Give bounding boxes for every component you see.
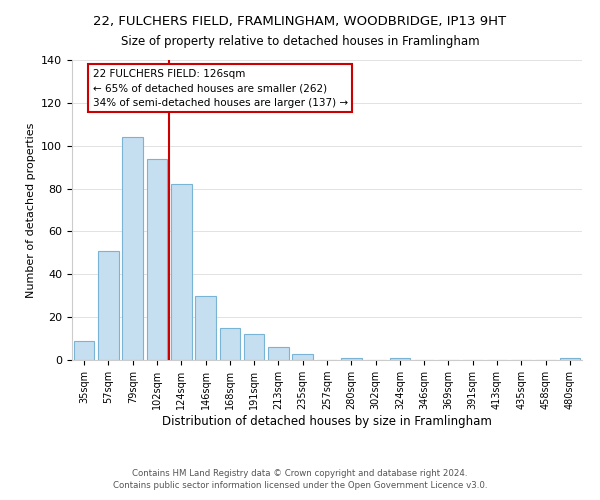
- Bar: [98, 250, 119, 360]
- Text: 22 FULCHERS FIELD: 126sqm
← 65% of detached houses are smaller (262)
34% of semi: 22 FULCHERS FIELD: 126sqm ← 65% of detac…: [92, 68, 348, 108]
- Bar: [122, 137, 143, 360]
- Y-axis label: Number of detached properties: Number of detached properties: [26, 122, 35, 298]
- Text: Size of property relative to detached houses in Framlingham: Size of property relative to detached ho…: [121, 35, 479, 48]
- Bar: [74, 340, 94, 360]
- Bar: [341, 358, 362, 360]
- Bar: [171, 184, 191, 360]
- Text: Contains HM Land Registry data © Crown copyright and database right 2024.
Contai: Contains HM Land Registry data © Crown c…: [113, 468, 487, 490]
- Bar: [146, 158, 167, 360]
- Text: 22, FULCHERS FIELD, FRAMLINGHAM, WOODBRIDGE, IP13 9HT: 22, FULCHERS FIELD, FRAMLINGHAM, WOODBRI…: [94, 15, 506, 28]
- Bar: [292, 354, 313, 360]
- X-axis label: Distribution of detached houses by size in Framlingham: Distribution of detached houses by size …: [162, 415, 492, 428]
- Bar: [244, 334, 265, 360]
- Bar: [220, 328, 240, 360]
- Bar: [389, 358, 410, 360]
- Bar: [268, 347, 289, 360]
- Bar: [560, 358, 580, 360]
- Bar: [195, 296, 216, 360]
